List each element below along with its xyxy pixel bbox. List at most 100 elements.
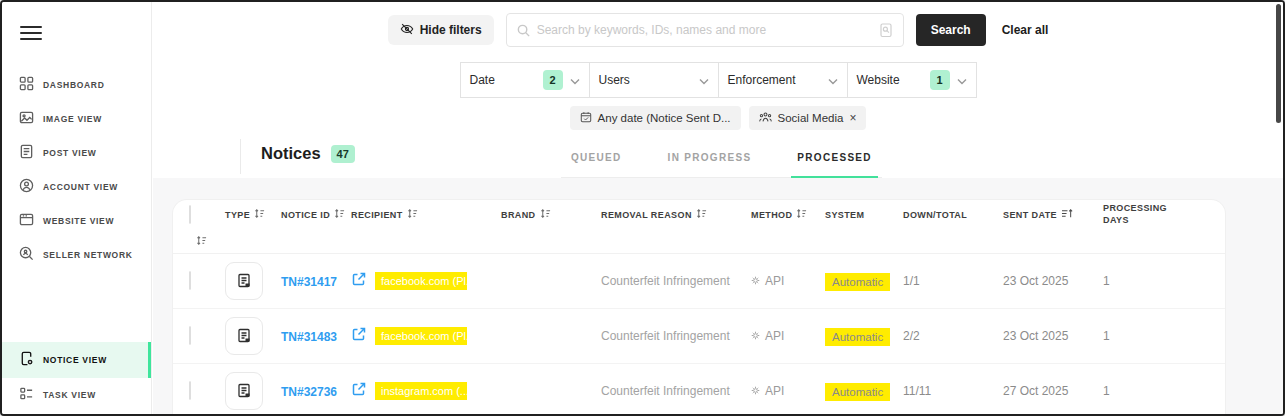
- image-search-icon[interactable]: [878, 22, 894, 43]
- column-header-type[interactable]: TYPE: [225, 208, 281, 221]
- search-button[interactable]: Search: [916, 14, 986, 46]
- filter-chip-any-date[interactable]: Any date (Notice Sent D...: [570, 106, 741, 130]
- row-checkbox[interactable]: [189, 381, 191, 400]
- post-icon: [19, 144, 34, 163]
- sidebar-item-label: WEBSITE VIEW: [43, 216, 114, 226]
- select-all-checkbox[interactable]: [189, 205, 191, 224]
- notice-type-button[interactable]: [225, 372, 263, 410]
- sort-icon: [254, 208, 265, 221]
- sidebar-item-account-view[interactable]: ACCOUNT VIEW: [2, 170, 151, 204]
- sidebar-item-notice-view[interactable]: NOTICE VIEW: [2, 342, 151, 378]
- column-header-method[interactable]: METHOD: [751, 208, 825, 221]
- api-gear-icon: [751, 384, 760, 398]
- down-total-cell: 11/11: [903, 384, 1003, 398]
- clear-all-link[interactable]: Clear all: [1002, 23, 1049, 37]
- filter-dropdown-enforcement[interactable]: Enforcement: [718, 62, 848, 98]
- app-window: DASHBOARD IMAGE VIEW POST VIEW ACCOUNT V…: [0, 0, 1285, 416]
- row-checkbox[interactable]: [189, 326, 191, 345]
- tab-queued[interactable]: QUEUED: [565, 137, 628, 177]
- search-icon: [516, 23, 531, 42]
- top-search-bar: Hide filters Search Clear all: [153, 2, 1283, 58]
- sort-icon: [796, 208, 807, 221]
- sent-date-cell: 23 Oct 2025: [1003, 329, 1103, 343]
- sidebar-item-label: SELLER NETWORK: [43, 250, 133, 260]
- sidebar-item-label: ACCOUNT VIEW: [43, 182, 118, 192]
- notice-id-link[interactable]: TN#31483: [281, 330, 337, 344]
- hide-filters-label: Hide filters: [420, 23, 482, 37]
- notice-type-button[interactable]: [225, 317, 263, 355]
- search-box: [506, 13, 904, 47]
- column-header-down-total[interactable]: DOWN/TOTAL: [903, 210, 1003, 220]
- sort-asc-icon: [1061, 208, 1073, 221]
- notice-id-link[interactable]: TN#31417: [281, 275, 337, 289]
- filter-dropdown-website[interactable]: Website 1: [847, 62, 977, 98]
- tab-processed[interactable]: PROCESSED: [791, 137, 878, 177]
- recipient-link[interactable]: instagram.com (...: [375, 382, 467, 400]
- column-header-notice-id[interactable]: NOTICE ID: [281, 208, 351, 221]
- filter-count-badge: 2: [543, 70, 563, 90]
- notices-count-badge: 47: [331, 145, 355, 163]
- table-row[interactable]: TN#31417 facebook.com (Pl... Counterfeit…: [173, 254, 1225, 309]
- external-link-icon[interactable]: [351, 326, 367, 346]
- notice-document-icon: [235, 327, 253, 345]
- chip-remove-icon[interactable]: ×: [849, 111, 856, 125]
- filter-dropdown-users[interactable]: Users: [589, 62, 719, 98]
- sidebar-nav: DASHBOARD IMAGE VIEW POST VIEW ACCOUNT V…: [2, 68, 151, 272]
- tab-in-progress[interactable]: IN PROGRESS: [662, 137, 758, 177]
- sort-icon: [407, 208, 418, 221]
- down-total-cell: 1/1: [903, 274, 1003, 288]
- table-row[interactable]: TN#31483 facebook.com (Pl... Counterfeit…: [173, 309, 1225, 364]
- removal-reason-cell: Counterfeit Infringement: [601, 274, 751, 288]
- sort-icon[interactable]: [196, 232, 207, 250]
- page-title: Notices: [261, 144, 321, 163]
- api-gear-icon: [751, 329, 760, 343]
- sidebar-item-dashboard[interactable]: DASHBOARD: [2, 68, 151, 102]
- account-icon: [19, 178, 34, 197]
- column-header-brand[interactable]: BRAND: [501, 208, 601, 221]
- notice-type-button[interactable]: [225, 262, 263, 300]
- sidebar-item-image-view[interactable]: IMAGE VIEW: [2, 102, 151, 136]
- recipient-link[interactable]: facebook.com (Pl...: [375, 327, 467, 345]
- notice-document-icon: [235, 382, 253, 400]
- table-row[interactable]: TN#32736 instagram.com (... Counterfeit …: [173, 364, 1225, 414]
- seller-network-icon: [19, 246, 34, 265]
- filter-count-badge: 1: [930, 70, 950, 90]
- method-label: API: [765, 274, 784, 288]
- column-header-recipient[interactable]: RECIPIENT: [351, 208, 501, 221]
- column-header-system[interactable]: SYSTEM: [825, 210, 903, 220]
- system-cell: Automatic: [825, 328, 890, 346]
- recipient-link[interactable]: facebook.com (Pl...: [375, 272, 467, 290]
- filter-chip-social-media[interactable]: Social Media ×: [749, 106, 867, 130]
- status-tabs: QUEUED IN PROGRESS PROCESSED: [561, 137, 882, 178]
- processing-days-cell: 1: [1103, 384, 1225, 398]
- notice-icon: [19, 351, 34, 370]
- sidebar-item-task-view[interactable]: TASK VIEW: [2, 378, 151, 412]
- method-cell: API: [751, 329, 825, 343]
- search-input[interactable]: [507, 23, 903, 37]
- hide-filters-button[interactable]: Hide filters: [388, 15, 494, 45]
- row-checkbox[interactable]: [189, 271, 191, 290]
- column-header-sent-date[interactable]: SENT DATE: [1003, 208, 1103, 221]
- sidebar-item-label: TASK VIEW: [43, 390, 96, 400]
- sidebar-item-website-view[interactable]: WEBSITE VIEW: [2, 204, 151, 238]
- sidebar-item-label: DASHBOARD: [43, 80, 105, 90]
- section-band: Notices 47 QUEUED IN PROGRESS PROCESSED: [153, 137, 1283, 178]
- external-link-icon[interactable]: [351, 381, 367, 401]
- vertical-scrollbar[interactable]: [1276, 4, 1281, 123]
- filter-dropdown-date[interactable]: Date 2: [460, 62, 590, 98]
- dropdown-label: Website: [857, 73, 930, 87]
- section-divider: [240, 139, 241, 174]
- column-header-removal-reason[interactable]: REMOVAL REASON: [601, 208, 751, 221]
- sidebar-item-post-view[interactable]: POST VIEW: [2, 136, 151, 170]
- notice-id-link[interactable]: TN#32736: [281, 385, 337, 399]
- method-label: API: [765, 384, 784, 398]
- method-label: API: [765, 329, 784, 343]
- sidebar-item-label: POST VIEW: [43, 148, 97, 158]
- column-header-processing-days[interactable]: PROCESSING DAYS: [1103, 203, 1165, 226]
- image-icon: [19, 110, 34, 129]
- chevron-down-icon: [570, 71, 580, 89]
- external-link-icon[interactable]: [351, 271, 367, 291]
- sidebar-item-seller-network[interactable]: SELLER NETWORK: [2, 238, 151, 272]
- hamburger-menu-icon[interactable]: [20, 22, 42, 44]
- notice-document-icon: [235, 272, 253, 290]
